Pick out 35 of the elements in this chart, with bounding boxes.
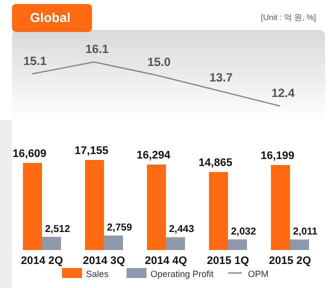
bar [209, 172, 228, 250]
data-label: 16.1 [85, 42, 109, 56]
bar [228, 239, 247, 250]
x-tick-label: 2015 1Q [206, 255, 250, 267]
bar [290, 239, 309, 250]
chart-title: Global [30, 10, 70, 25]
data-label: 16,609 [12, 148, 46, 160]
x-tick-label: 2014 4Q [144, 255, 188, 267]
x-tick-label: 2014 2Q [20, 255, 64, 267]
bar [85, 160, 104, 250]
legend-label: Operating Profit [150, 269, 214, 279]
bar [147, 164, 166, 250]
bar [104, 236, 123, 250]
data-label: 13.7 [209, 70, 233, 85]
data-label: 2,032 [231, 226, 256, 238]
bar [23, 162, 42, 250]
data-label: 15.1 [23, 54, 47, 68]
data-label: 2,443 [169, 224, 194, 236]
data-label: 17,155 [74, 145, 108, 157]
data-label: 15.0 [147, 55, 171, 70]
data-label: 16,199 [260, 150, 294, 162]
data-label: 2,512 [45, 224, 70, 235]
text: [Unit : 억 원, %] [260, 13, 316, 22]
data-label: 12.4 [271, 86, 295, 100]
legend-label: OPM [248, 269, 269, 279]
bar [271, 165, 290, 250]
x-tick-label: 2015 2Q [268, 255, 312, 267]
data-label: 2,759 [107, 222, 132, 234]
bar [42, 236, 61, 250]
legend-label: Sales [86, 269, 110, 279]
data-label: 2,011 [293, 226, 318, 238]
x-tick-label: 2014 3Q [82, 255, 126, 267]
data-label: 14,865 [198, 157, 232, 170]
bar [166, 237, 185, 250]
data-label: 16,294 [136, 150, 172, 162]
